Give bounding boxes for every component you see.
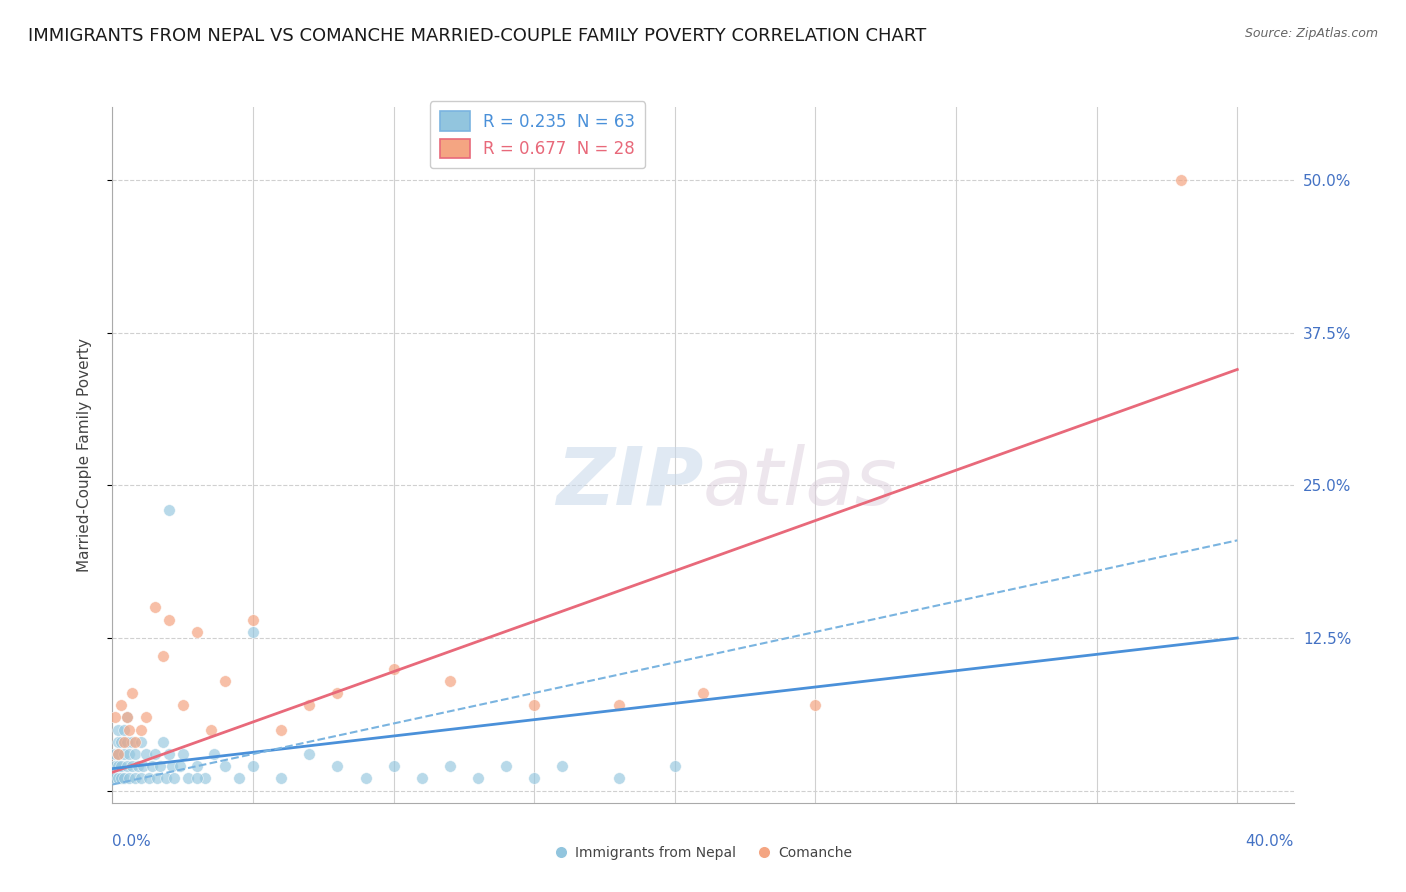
Point <box>326 759 349 773</box>
Point <box>121 735 143 749</box>
Point <box>692 686 714 700</box>
Point <box>467 772 489 786</box>
Point <box>104 747 127 761</box>
Point <box>115 710 138 724</box>
Point <box>194 772 217 786</box>
Point <box>298 698 321 713</box>
Point <box>169 759 191 773</box>
Point <box>1170 173 1192 187</box>
Point <box>143 747 166 761</box>
Text: IMMIGRANTS FROM NEPAL VS COMANCHE MARRIED-COUPLE FAMILY POVERTY CORRELATION CHAR: IMMIGRANTS FROM NEPAL VS COMANCHE MARRIE… <box>28 27 927 45</box>
Point <box>124 735 146 749</box>
Text: Source: ZipAtlas.com: Source: ZipAtlas.com <box>1244 27 1378 40</box>
Point <box>107 759 129 773</box>
Text: 0.0%: 0.0% <box>112 834 152 849</box>
Point <box>124 747 146 761</box>
Point <box>107 772 129 786</box>
Point <box>110 759 132 773</box>
Point <box>172 698 194 713</box>
Point <box>160 759 183 773</box>
Point <box>146 772 169 786</box>
Point <box>129 723 152 737</box>
Point <box>104 772 127 786</box>
Point <box>129 735 152 749</box>
Point <box>228 772 250 786</box>
Point <box>124 772 146 786</box>
Text: ZIP: ZIP <box>555 443 703 522</box>
Point <box>107 747 129 761</box>
Point <box>177 772 200 786</box>
Point <box>115 710 138 724</box>
Point <box>202 747 225 761</box>
Point <box>242 613 264 627</box>
Point <box>118 747 141 761</box>
Y-axis label: Married-Couple Family Poverty: Married-Couple Family Poverty <box>77 338 91 572</box>
Text: atlas: atlas <box>703 443 898 522</box>
Point <box>382 661 405 675</box>
Point <box>607 698 630 713</box>
Point <box>354 772 377 786</box>
Point <box>270 772 292 786</box>
Point <box>242 624 264 639</box>
Point <box>118 772 141 786</box>
Point <box>107 747 129 761</box>
Point <box>411 772 433 786</box>
Point <box>242 759 264 773</box>
Point <box>172 747 194 761</box>
Point <box>214 673 236 688</box>
Point <box>110 698 132 713</box>
Point <box>523 698 546 713</box>
Point <box>112 747 135 761</box>
Point <box>152 735 174 749</box>
Point <box>129 772 152 786</box>
Point <box>135 747 157 761</box>
Point <box>110 735 132 749</box>
Point <box>135 710 157 724</box>
Point <box>112 735 135 749</box>
Point <box>155 772 177 786</box>
Point <box>186 772 208 786</box>
Point <box>121 686 143 700</box>
Point <box>157 747 180 761</box>
Text: 40.0%: 40.0% <box>1246 834 1294 849</box>
Point <box>326 686 349 700</box>
Point <box>200 723 222 737</box>
Point <box>270 723 292 737</box>
Legend: Immigrants from Nepal, Comanche: Immigrants from Nepal, Comanche <box>548 840 858 865</box>
Point <box>104 759 127 773</box>
Point <box>132 759 155 773</box>
Point <box>112 772 135 786</box>
Point <box>439 759 461 773</box>
Point <box>382 759 405 773</box>
Point <box>141 759 163 773</box>
Point <box>138 772 160 786</box>
Point <box>127 759 149 773</box>
Point <box>523 772 546 786</box>
Point <box>186 624 208 639</box>
Point <box>607 772 630 786</box>
Point <box>110 772 132 786</box>
Point <box>115 735 138 749</box>
Point <box>214 759 236 773</box>
Point <box>157 503 180 517</box>
Point <box>115 759 138 773</box>
Point <box>186 759 208 773</box>
Point <box>104 710 127 724</box>
Point <box>143 600 166 615</box>
Point <box>298 747 321 761</box>
Point <box>112 723 135 737</box>
Point <box>551 759 574 773</box>
Point <box>118 723 141 737</box>
Point <box>149 759 172 773</box>
Point <box>495 759 517 773</box>
Point <box>664 759 686 773</box>
Point <box>107 723 129 737</box>
Point <box>804 698 827 713</box>
Point <box>107 735 129 749</box>
Point <box>163 772 186 786</box>
Point <box>157 613 180 627</box>
Point <box>121 759 143 773</box>
Point <box>152 649 174 664</box>
Point <box>439 673 461 688</box>
